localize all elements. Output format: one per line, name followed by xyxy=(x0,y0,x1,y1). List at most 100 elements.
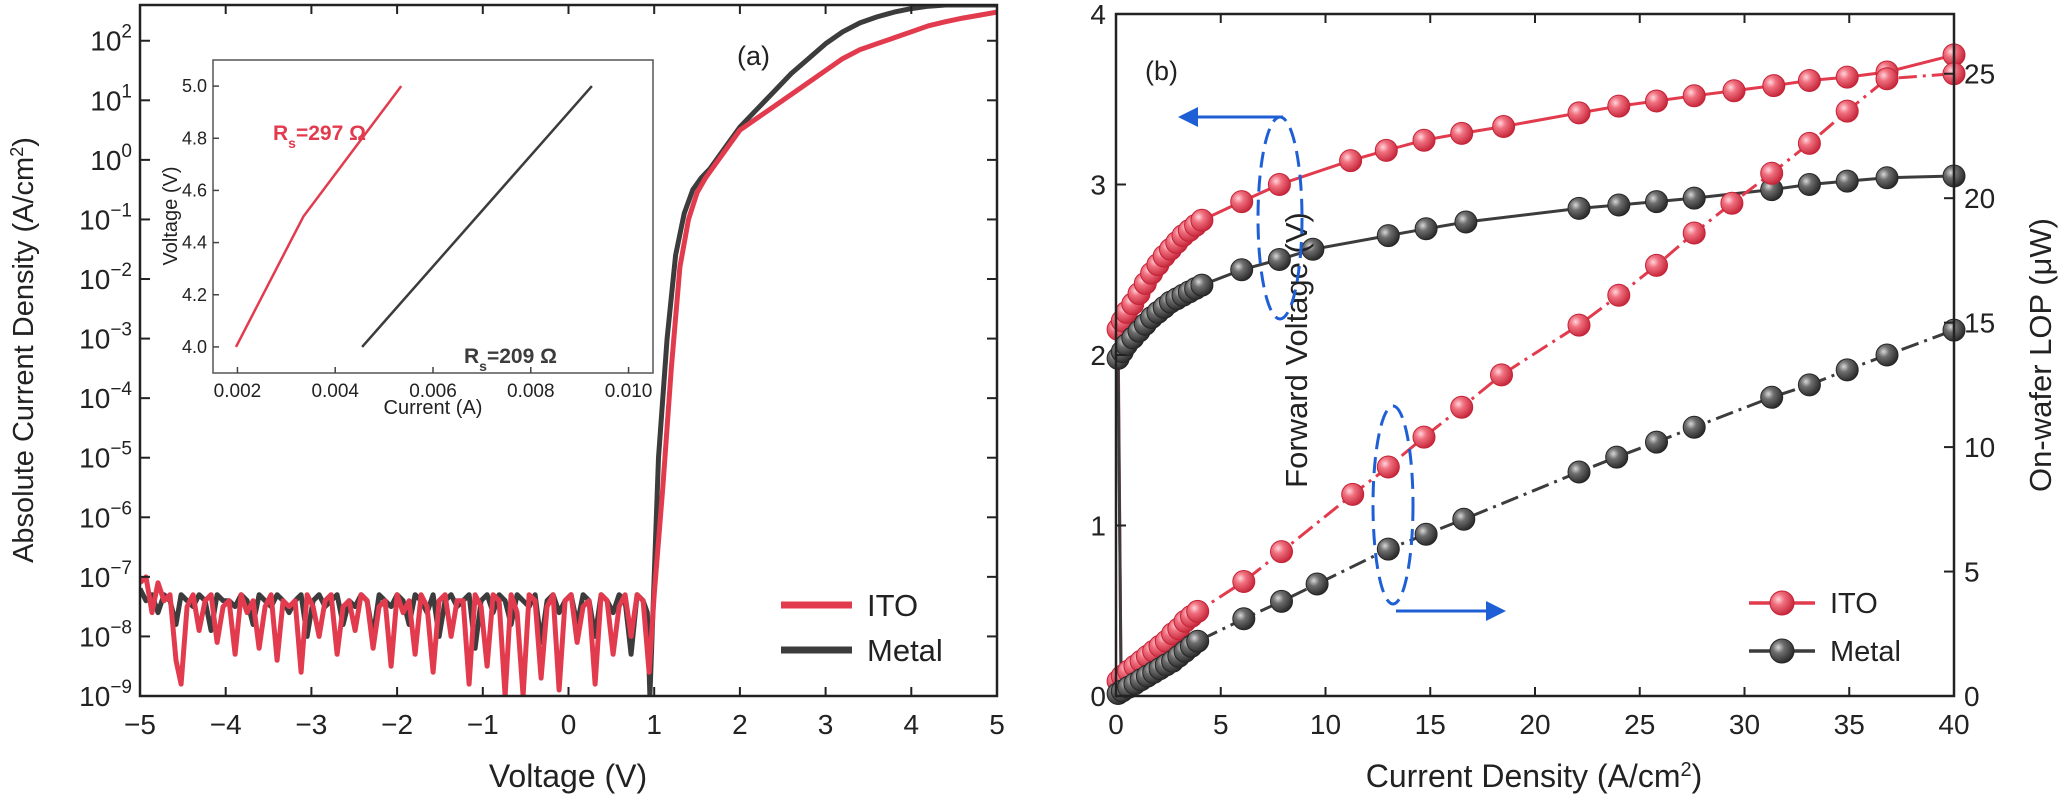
inset-annotation-metal-sub: s xyxy=(479,358,487,374)
data-point-ito-right xyxy=(1682,221,1706,245)
data-point-metal-right xyxy=(1875,343,1899,367)
y-tick-label: 102 xyxy=(90,22,132,57)
data-point-ito-left xyxy=(1722,79,1746,103)
inset-y-axis-label: Voltage (V) xyxy=(160,167,182,266)
panel-b-legend: ITO Metal xyxy=(1749,588,1901,668)
data-point-metal-right xyxy=(1797,373,1821,397)
data-point-ito-right xyxy=(1875,67,1899,91)
data-point-ito-left xyxy=(1682,84,1706,108)
lower-group-dashed-ellipse xyxy=(1371,404,1415,606)
data-point-ito-right xyxy=(1186,599,1210,623)
x-tick-label: 5 xyxy=(989,709,1005,740)
data-point-ito-right xyxy=(1797,131,1821,155)
data-point-ito-right xyxy=(1376,455,1400,479)
data-point-ito-left xyxy=(1797,69,1821,92)
legend-b-metal-label: Metal xyxy=(1830,636,1901,668)
x-tick-label: −5 xyxy=(124,709,156,740)
inset-y-tick-label: 4.2 xyxy=(182,285,207,305)
inset-series-line-ito xyxy=(234,85,403,348)
legend-b-metal-marker xyxy=(1769,638,1795,664)
inset-ticks: 0.002 0.004 0.006 0.008 0.010 4.0 4.2 4.4 4.6 4.8… xyxy=(182,76,652,402)
series-line-metal-right xyxy=(1117,328,1955,695)
x-tick-label: 0 xyxy=(1108,709,1124,740)
inset-x-axis-label: Current (A) xyxy=(384,397,483,419)
panel-b-x-axis-label-tail: ) xyxy=(1692,758,1703,794)
legend-b-ito-label: ITO xyxy=(1830,588,1878,620)
panel-b-right-axis-label: On-wafer LOP (μW) xyxy=(2023,218,2058,492)
data-point-metal-right xyxy=(1186,629,1210,653)
panel-b-series-layer xyxy=(1106,43,1966,705)
inset-x-tick-label: 0.004 xyxy=(311,381,359,402)
right-y-tick-label: 15 xyxy=(1964,308,1995,339)
x-tick-label: −2 xyxy=(381,709,413,740)
inset-annotation-metal-prefix: R xyxy=(464,345,479,368)
data-point-metal-left xyxy=(1190,273,1214,297)
data-point-metal-right xyxy=(1605,445,1629,469)
panel-b-label: (b) xyxy=(1145,56,1178,86)
data-point-metal-right xyxy=(1760,385,1784,409)
right-y-tick-label: 0 xyxy=(1964,681,1980,712)
legend-a-ito-label: ITO xyxy=(867,588,918,623)
inset-y-tick-label: 4.8 xyxy=(182,128,207,148)
inset-annotation-metal-suffix: =209 Ω xyxy=(487,345,557,368)
inset-x-tick-label: 0.008 xyxy=(507,381,555,402)
data-point-metal-left xyxy=(1797,173,1821,196)
panel-a-y-axis-label: Absolute Current Density (A/cm2) xyxy=(7,137,40,563)
x-tick-label: −4 xyxy=(210,709,242,740)
data-point-ito-right xyxy=(1567,313,1591,337)
data-point-ito-right xyxy=(1760,161,1784,185)
y-tick-label: 10−1 xyxy=(79,200,132,235)
data-point-ito-right xyxy=(1490,363,1513,387)
data-point-metal-left xyxy=(1645,190,1668,214)
data-point-ito-left xyxy=(1645,89,1668,113)
data-point-metal-right xyxy=(1414,522,1438,546)
data-point-ito-right xyxy=(1607,283,1631,307)
x-tick-label: 2 xyxy=(732,709,748,740)
y-tick-label: 101 xyxy=(90,81,132,116)
inset-y-tick-label: 4.6 xyxy=(182,180,207,200)
data-point-ito-left xyxy=(1835,65,1859,89)
inset-y-tick-label: 5.0 xyxy=(182,76,207,96)
right-y-tick-label: 10 xyxy=(1964,432,1995,463)
data-point-metal-right xyxy=(1270,589,1293,613)
data-point-ito-right xyxy=(1270,540,1293,564)
panel-b-x-axis-label-sup: 2 xyxy=(1680,759,1691,781)
right-y-tick-label: 5 xyxy=(1964,557,1980,588)
data-point-metal-right xyxy=(1645,430,1668,454)
inset-annotation-metal: Rs=209 Ω xyxy=(464,345,557,374)
x-tick-label: 3 xyxy=(818,709,834,740)
x-tick-label: 1 xyxy=(646,709,662,740)
y-tick-label: 10−4 xyxy=(79,379,132,414)
panel-b-x-axis-label: Current Density (A/cm2) xyxy=(1366,758,1703,794)
data-point-ito-right xyxy=(1835,99,1859,123)
data-point-metal-left xyxy=(1454,210,1478,234)
panel-a-y-axis-label-sup: 2 xyxy=(7,147,27,157)
inset-x-tick-label: 0.006 xyxy=(409,381,457,402)
data-point-metal-right xyxy=(1682,415,1706,439)
data-point-metal-left xyxy=(1376,224,1400,248)
data-point-metal-left xyxy=(1267,248,1291,271)
inset-annotation-ito-suffix: =297 Ω xyxy=(296,122,366,145)
panel-a-ticks: −5 −4 −3 −2 −1 0 1 2 3 4 5 10−9 10−8 10−7 10−6 10−5 10−4… xyxy=(79,5,1005,740)
x-tick-label: 0 xyxy=(561,709,577,740)
panel-b-x-axis-label-main: Current Density (A/cm xyxy=(1366,758,1681,794)
y-tick-label: 10−3 xyxy=(79,320,132,355)
data-point-metal-left xyxy=(1414,217,1438,241)
data-point-metal-left xyxy=(1567,196,1591,220)
data-point-metal-left xyxy=(1682,186,1706,210)
x-tick-label: 20 xyxy=(1519,709,1550,740)
x-tick-label: 15 xyxy=(1415,709,1446,740)
data-point-ito-left xyxy=(1339,149,1363,173)
data-point-ito-right xyxy=(1645,253,1668,277)
y-tick-label: 10−2 xyxy=(79,260,132,295)
data-point-ito-left xyxy=(1607,94,1631,118)
panel-b-axis-annotations xyxy=(1178,107,1506,621)
panel-a-y-axis-label-tail: ) xyxy=(8,137,40,147)
x-tick-label: −1 xyxy=(467,709,499,740)
panel-a-legend: ITO Metal xyxy=(781,588,943,668)
inset-y-tick-label: 4.4 xyxy=(182,233,207,253)
inset-series-line-metal xyxy=(361,85,593,348)
